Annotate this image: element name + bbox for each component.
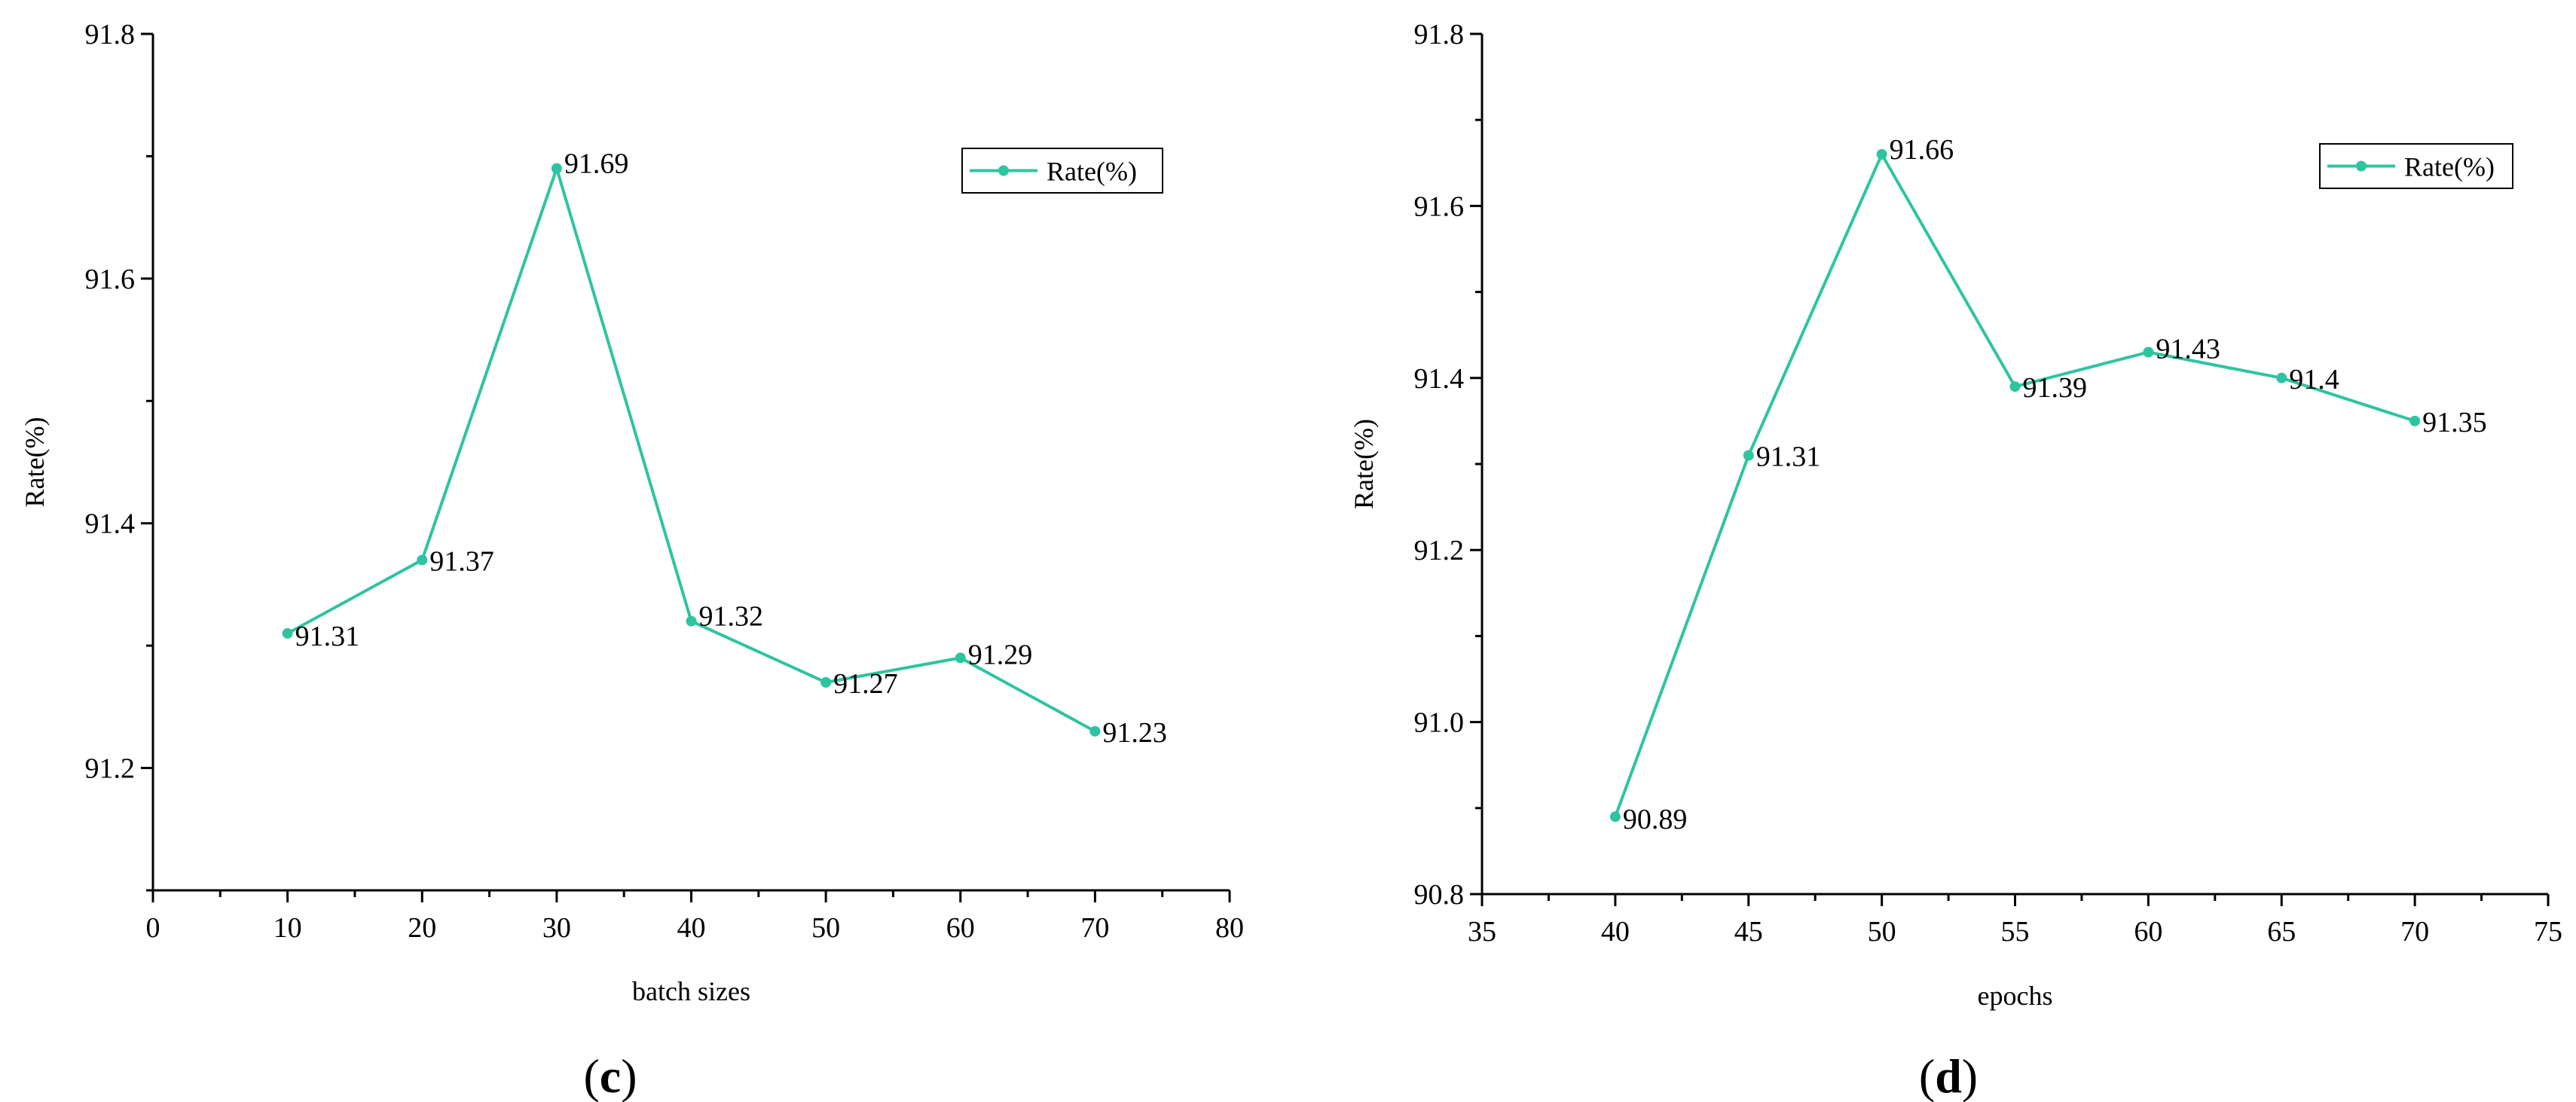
data-point bbox=[2276, 372, 2287, 383]
x-tick-label: 45 bbox=[1734, 916, 1763, 948]
y-axis-title: Rate(%) bbox=[20, 417, 50, 508]
x-tick-label: 60 bbox=[2134, 916, 2162, 948]
data-label: 91.29 bbox=[968, 639, 1033, 670]
x-tick-label: 10 bbox=[273, 912, 302, 944]
data-label: 91.23 bbox=[1102, 717, 1167, 749]
x-tick-label: 30 bbox=[542, 912, 571, 944]
y-tick-label: 91.4 bbox=[1414, 363, 1465, 395]
x-tick-label: 35 bbox=[1468, 916, 1496, 948]
data-label: 91.31 bbox=[295, 621, 360, 652]
data-point bbox=[282, 627, 293, 639]
data-point bbox=[686, 615, 697, 627]
data-label: 90.89 bbox=[1623, 804, 1688, 835]
y-tick-label: 90.8 bbox=[1414, 879, 1465, 911]
x-tick-label: 55 bbox=[2001, 916, 2030, 948]
data-point bbox=[2143, 346, 2154, 358]
series-line bbox=[1613, 151, 2416, 817]
data-point bbox=[1609, 811, 1621, 823]
x-tick-label: 60 bbox=[946, 912, 975, 944]
x-tick-label: 40 bbox=[677, 912, 706, 944]
x-tick-label: 50 bbox=[1868, 916, 1896, 948]
legend-label: Rate(%) bbox=[2404, 152, 2495, 182]
x-tick-label: 20 bbox=[408, 912, 436, 944]
y-tick-label: 91.8 bbox=[1414, 19, 1465, 50]
chart-panel-d: 35 40 45 50 55 60 65 70 75 90.8 91.0 91.2 91.4 91.6 91… bbox=[1349, 19, 2562, 1011]
y-tick-label: 91.8 bbox=[85, 19, 136, 50]
data-point bbox=[2009, 381, 2021, 392]
y-axis-title: Rate(%) bbox=[1349, 419, 1379, 509]
x-axis-title: batch sizes bbox=[632, 976, 750, 1006]
y-tick-label: 91.6 bbox=[1414, 191, 1465, 222]
x-tick-label: 80 bbox=[1215, 912, 1244, 944]
x-tick-label: 75 bbox=[2534, 916, 2562, 948]
data-point bbox=[551, 163, 562, 174]
data-label: 91.35 bbox=[2422, 407, 2487, 438]
legend-marker bbox=[998, 165, 1009, 176]
data-label: 91.39 bbox=[2023, 372, 2088, 404]
y-tick-label: 91.2 bbox=[85, 753, 136, 785]
panel-label-c: (c) bbox=[583, 1049, 637, 1102]
data-label: 91.31 bbox=[1756, 441, 1821, 473]
data-label: 91.69 bbox=[564, 148, 629, 180]
data-point bbox=[955, 652, 966, 664]
data-point bbox=[1876, 148, 1887, 160]
x-tick-label: 0 bbox=[146, 912, 160, 944]
data-point bbox=[1743, 450, 1754, 461]
y-tick-label: 91.2 bbox=[1414, 535, 1465, 566]
x-axis-title: epochs bbox=[1978, 981, 2053, 1011]
panel-label-d: (d) bbox=[1919, 1049, 1978, 1102]
y-tick-label: 91.4 bbox=[85, 508, 136, 540]
legend-marker bbox=[2356, 160, 2367, 172]
data-label: 91.43 bbox=[2156, 334, 2220, 365]
data-label: 91.4 bbox=[2289, 364, 2339, 395]
data-label: 91.27 bbox=[833, 668, 898, 700]
x-tick-label: 50 bbox=[811, 912, 840, 944]
x-tick-label: 65 bbox=[2267, 916, 2296, 948]
data-point bbox=[417, 554, 428, 566]
legend-label: Rate(%) bbox=[1047, 157, 1137, 187]
data-point bbox=[2409, 415, 2421, 426]
y-tick-label: 91.0 bbox=[1414, 707, 1465, 739]
data-label: 91.66 bbox=[1890, 134, 1954, 166]
x-tick-label: 70 bbox=[1080, 912, 1109, 944]
x-tick-label: 40 bbox=[1601, 916, 1630, 948]
chart-panel-c: 0 10 20 30 40 50 60 70 80 91.2 91.4 91.6 91.8 batch s… bbox=[20, 19, 1244, 1006]
x-tick-label: 70 bbox=[2400, 916, 2429, 948]
data-point bbox=[1089, 725, 1101, 737]
y-tick-label: 91.6 bbox=[85, 264, 136, 295]
data-label: 91.37 bbox=[429, 545, 494, 577]
data-label: 91.32 bbox=[699, 601, 764, 633]
data-point bbox=[820, 676, 832, 688]
